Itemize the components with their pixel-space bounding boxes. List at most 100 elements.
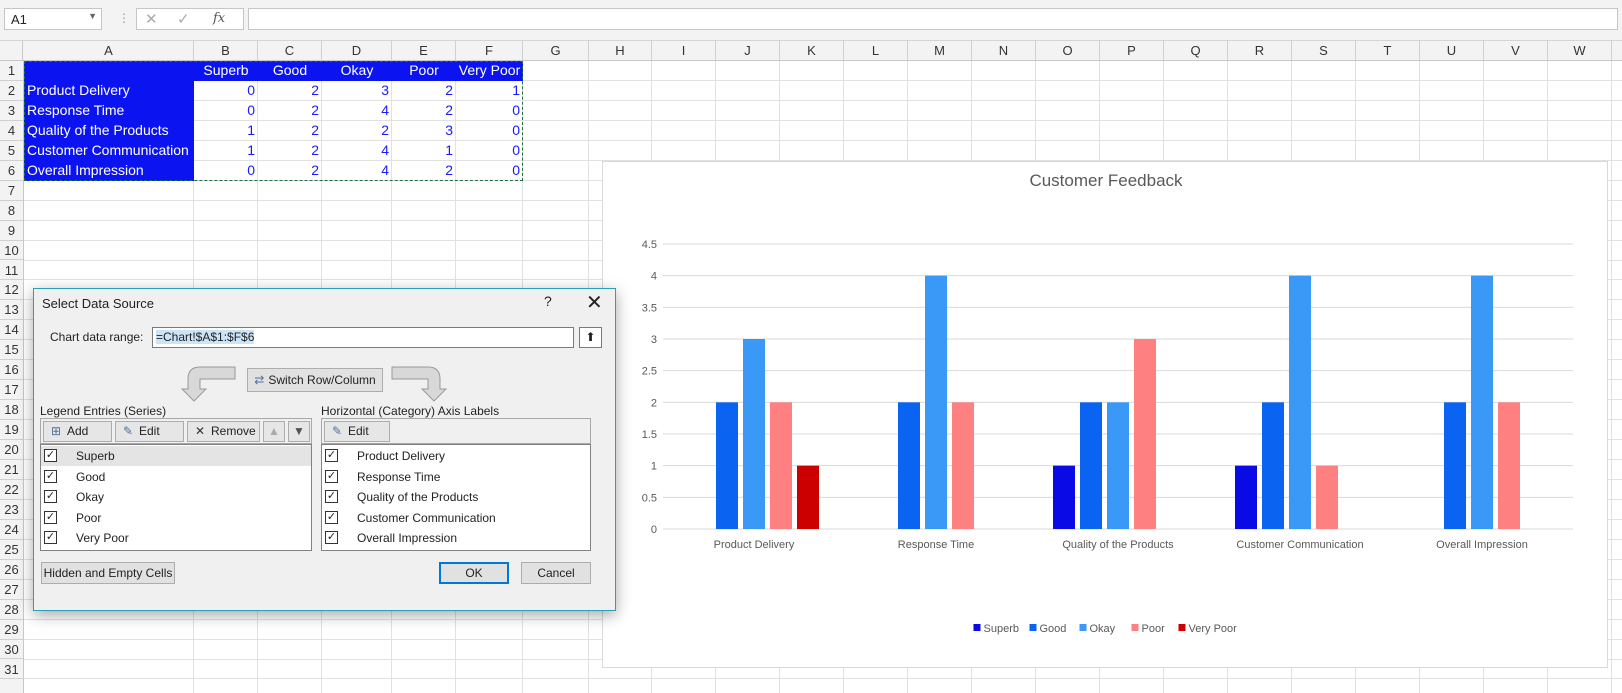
row-label-cell[interactable]: Overall Impression — [24, 160, 194, 181]
column-header-f[interactable]: F — [456, 41, 523, 60]
value-cell[interactable]: 4 — [381, 161, 389, 178]
row-header-2[interactable]: 2 — [0, 81, 23, 101]
insert-function-icon[interactable]: fx — [213, 11, 226, 26]
column-header-i[interactable]: I — [652, 41, 716, 60]
checkbox[interactable]: ✓ — [325, 469, 338, 483]
chart-area[interactable]: Customer Feedback 0 0.5 1 1.5 2 2.5 3 3.5 4 4.5 Pro… — [602, 161, 1608, 668]
row-header-17[interactable]: 17 — [0, 380, 23, 401]
row-label-cell[interactable]: Product Delivery — [24, 80, 194, 101]
value-cell[interactable]: 2 — [445, 101, 453, 118]
column-header-j[interactable]: J — [716, 41, 780, 60]
series-item[interactable]: ✓ Okay — [41, 487, 311, 507]
column-header-t[interactable]: T — [1356, 41, 1420, 60]
header-cell[interactable]: Superb — [194, 61, 258, 81]
value-cell[interactable]: 4 — [381, 141, 389, 158]
row-header-13[interactable]: 13 — [0, 300, 23, 321]
column-header-v[interactable]: V — [1484, 41, 1548, 60]
column-header-q[interactable]: Q — [1164, 41, 1228, 60]
value-cell[interactable]: 2 — [445, 161, 453, 178]
edit-series-button[interactable]: ✎ Edit — [115, 421, 184, 442]
column-header-c[interactable]: C — [258, 41, 322, 60]
row-header-26[interactable]: 26 — [0, 560, 23, 580]
row-header-22[interactable]: 22 — [0, 480, 23, 500]
close-button[interactable]: ✕ — [586, 292, 603, 314]
column-header-m[interactable]: M — [908, 41, 972, 60]
value-cell[interactable]: 0 — [512, 141, 520, 158]
value-cell[interactable]: 3 — [381, 81, 389, 98]
checkbox[interactable]: ✓ — [44, 531, 57, 544]
row-header-4[interactable]: 4 — [0, 121, 23, 141]
series-item[interactable]: ✓ Very Poor — [41, 528, 311, 548]
cancel-button[interactable]: Cancel — [521, 562, 591, 584]
value-cell[interactable]: 2 — [311, 101, 319, 118]
hidden-empty-cells-button[interactable]: Hidden and Empty Cells — [41, 562, 175, 584]
row-header-5[interactable]: 5 — [0, 141, 23, 161]
value-cell[interactable]: 2 — [445, 81, 453, 98]
value-cell[interactable]: 1 — [445, 141, 453, 158]
value-cell[interactable]: 0 — [512, 121, 520, 138]
value-cell[interactable]: 0 — [247, 161, 255, 178]
row-label-cell[interactable]: Response Time — [24, 100, 194, 121]
row-header-8[interactable]: 8 — [0, 201, 23, 221]
remove-series-button[interactable]: ✕ Remove — [187, 421, 260, 442]
row-header-24[interactable]: 24 — [0, 520, 23, 540]
column-header-r[interactable]: R — [1228, 41, 1292, 60]
row-label-cell[interactable]: Customer Communication — [24, 140, 194, 161]
row-header-14[interactable]: 14 — [0, 320, 23, 341]
value-cell[interactable]: 0 — [247, 81, 255, 98]
add-series-button[interactable]: ⊞ Add — [43, 421, 112, 442]
column-header-w[interactable]: W — [1548, 41, 1612, 60]
column-header-a[interactable]: A — [24, 41, 194, 60]
row-header-6[interactable]: 6 — [0, 161, 23, 181]
row-header-3[interactable]: 3 — [0, 101, 23, 121]
checkbox[interactable]: ✓ — [44, 510, 57, 524]
collapse-dialog-icon[interactable]: ⬆ — [579, 327, 602, 348]
row-header-28[interactable]: 28 — [0, 600, 23, 620]
row-header-16[interactable]: 16 — [0, 360, 23, 381]
select-all-corner[interactable] — [0, 41, 23, 60]
switch-row-column-button[interactable]: ⇄ Switch Row/Column — [247, 368, 383, 392]
header-cell[interactable]: Okay — [322, 61, 392, 81]
ok-button[interactable]: OK — [439, 562, 509, 584]
checkbox[interactable]: ✓ — [325, 449, 338, 462]
column-header-h[interactable]: H — [589, 41, 652, 60]
cell-a1[interactable] — [24, 61, 194, 81]
column-header-n[interactable]: N — [972, 41, 1036, 60]
row-header-7[interactable]: 7 — [0, 181, 23, 201]
checkbox[interactable]: ✓ — [325, 510, 338, 524]
name-box[interactable]: A1 ▼ — [4, 8, 102, 30]
enter-icon[interactable]: ✓ — [177, 11, 190, 28]
edit-axis-labels-button[interactable]: ✎ Edit — [324, 421, 390, 442]
row-header-18[interactable]: 18 — [0, 400, 23, 421]
axis-label-item[interactable]: ✓ Customer Communication — [322, 508, 590, 528]
series-item[interactable]: ✓ Poor — [41, 508, 311, 528]
value-cell[interactable]: 1 — [247, 141, 255, 158]
value-cell[interactable]: 2 — [381, 121, 389, 138]
formula-input[interactable] — [248, 8, 1618, 30]
move-down-button[interactable]: ▼ — [288, 421, 310, 442]
header-cell[interactable]: Poor — [392, 61, 456, 81]
row-header-21[interactable]: 21 — [0, 460, 23, 480]
value-cell[interactable]: 2 — [311, 81, 319, 98]
row-header-11[interactable]: 11 — [0, 261, 23, 281]
column-header-d[interactable]: D — [322, 41, 392, 60]
row-label-cell[interactable]: Quality of the Products — [24, 120, 194, 141]
checkbox[interactable]: ✓ — [44, 449, 57, 462]
series-item[interactable]: ✓ Good — [41, 467, 311, 487]
header-cell[interactable]: Very Poor — [456, 61, 523, 81]
chart-range-input[interactable]: =Chart!$A$1:$F$6 — [152, 327, 574, 348]
row-header-29[interactable]: 29 — [0, 620, 23, 640]
column-header-e[interactable]: E — [392, 41, 456, 60]
column-header-b[interactable]: B — [194, 41, 258, 60]
value-cell[interactable]: 2 — [311, 121, 319, 138]
column-header-p[interactable]: P — [1100, 41, 1164, 60]
value-cell[interactable]: 1 — [512, 81, 520, 98]
chevron-down-icon[interactable]: ▼ — [88, 11, 97, 21]
row-header-27[interactable]: 27 — [0, 580, 23, 600]
column-header-o[interactable]: O — [1036, 41, 1100, 60]
axis-label-item[interactable]: ✓ Response Time — [322, 467, 590, 487]
row-header-9[interactable]: 9 — [0, 221, 23, 241]
checkbox[interactable]: ✓ — [44, 469, 57, 483]
help-button[interactable]: ? — [544, 293, 552, 309]
value-cell[interactable]: 1 — [247, 121, 255, 138]
